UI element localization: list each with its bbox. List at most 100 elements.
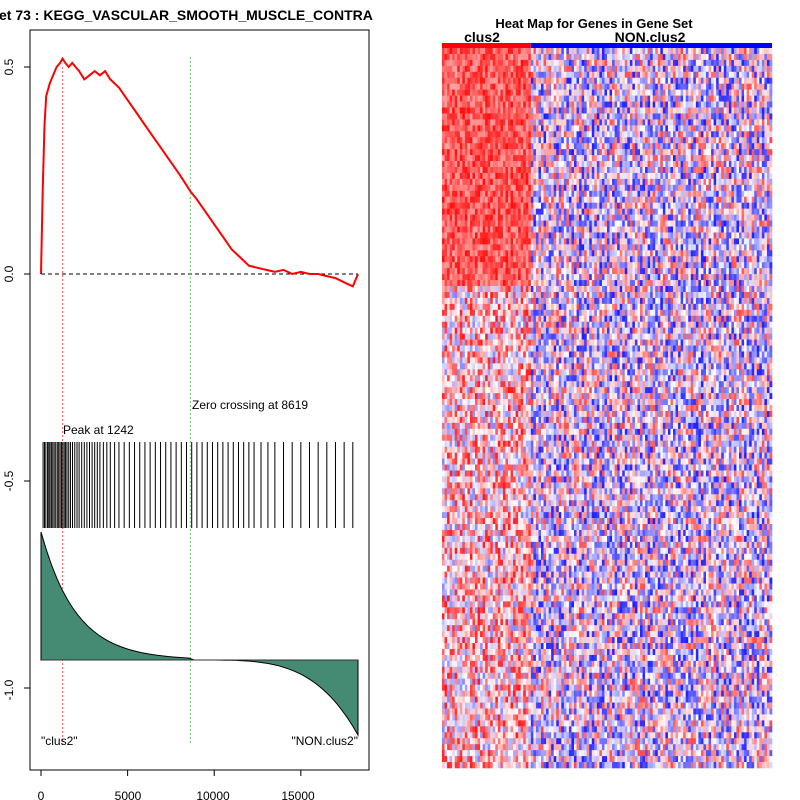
heatmap-cell — [492, 65, 496, 73]
heatmap-cell — [475, 65, 478, 73]
heatmap-cell — [713, 208, 717, 215]
heatmap-cell — [462, 238, 466, 245]
heatmap-cell — [457, 196, 461, 204]
heatmap-cell — [647, 107, 651, 114]
heatmap-cell — [690, 178, 694, 186]
heatmap-cell — [447, 48, 450, 55]
heatmap-cell — [675, 226, 679, 233]
heatmap-cell — [574, 256, 577, 263]
heatmap-cell — [528, 143, 532, 150]
heatmap-cell — [751, 262, 755, 269]
heatmap-cell — [713, 107, 717, 114]
heatmap-cell — [728, 149, 732, 156]
heatmap-cell — [617, 131, 620, 138]
heatmap-cell — [721, 107, 725, 114]
heatmap-cell — [766, 83, 770, 90]
heatmap-cell — [650, 167, 653, 174]
heatmap-cell — [508, 220, 511, 227]
heatmap-cell — [713, 262, 717, 269]
heatmap-cell — [546, 89, 549, 96]
heatmap-cell — [627, 238, 631, 245]
heatmap-cell — [561, 113, 565, 120]
heatmap-cell — [480, 190, 483, 198]
heatmap-cell — [469, 101, 473, 108]
heatmap-cell — [627, 101, 631, 108]
heatmap-cell — [721, 89, 725, 96]
heatmap-cell — [766, 119, 770, 126]
heatmap-cell — [690, 119, 694, 126]
heatmap-cell — [645, 220, 648, 227]
heatmap-cell — [713, 172, 717, 180]
heatmap-cell — [548, 83, 552, 90]
heatmap-cell — [683, 184, 686, 192]
heatmap-cell — [480, 77, 483, 84]
heatmap-cell — [556, 268, 560, 275]
heatmap-cell — [449, 101, 453, 108]
heatmap-cell — [607, 262, 610, 269]
heatmap-cell — [571, 155, 575, 162]
heatmap-cell — [744, 161, 747, 168]
heatmap-cell — [442, 143, 445, 150]
heatmap-cell — [523, 238, 527, 245]
heatmap-cell — [741, 48, 745, 55]
heatmap-cell — [667, 59, 671, 67]
heatmap-cell — [604, 143, 608, 150]
heatmap-cell — [670, 238, 674, 245]
heatmap-cell — [558, 244, 562, 251]
heatmap-cell — [622, 172, 626, 180]
heatmap-cell — [485, 131, 488, 138]
heatmap-cell — [617, 89, 620, 96]
heatmap-cell — [711, 226, 714, 233]
heatmap-cell — [513, 220, 516, 227]
heatmap-cell — [670, 143, 674, 150]
heatmap-cell — [662, 238, 666, 245]
heatmap-cell — [612, 190, 615, 198]
heatmap-cell — [619, 202, 623, 209]
heatmap-cell — [508, 59, 511, 67]
heatmap-cell — [632, 119, 636, 126]
heatmap-cell — [662, 131, 666, 138]
heatmap-cell — [629, 125, 633, 132]
heatmap-cell — [528, 226, 532, 233]
heatmap-cell — [749, 143, 752, 150]
heatmap-cell — [619, 83, 623, 90]
heatmap-cell — [485, 172, 488, 180]
heatmap-cell — [480, 262, 483, 269]
heatmap-cell — [541, 262, 544, 269]
heatmap-cell — [640, 101, 643, 108]
heatmap-cell — [766, 65, 770, 73]
heatmap-cell — [612, 48, 615, 55]
heatmap-cell — [726, 178, 730, 186]
heatmap-cell — [444, 172, 448, 180]
heatmap-cell — [640, 244, 643, 251]
heatmap-cell — [619, 131, 623, 138]
heatmap-cell — [721, 77, 725, 84]
heatmap-cell — [716, 131, 719, 138]
heatmap-cell — [452, 220, 455, 227]
heatmap-cell — [599, 149, 603, 156]
heatmap-cell — [495, 101, 499, 108]
heatmap-cell — [754, 220, 758, 227]
heatmap-cell — [541, 77, 544, 84]
heatmap-cell — [637, 53, 641, 61]
heatmap-cell — [612, 161, 615, 168]
heatmap-cell — [586, 119, 590, 126]
heatmap-cell — [706, 196, 709, 204]
heatmap-cell — [508, 161, 511, 168]
heatmap-cell — [647, 167, 651, 174]
heatmap-cell — [584, 220, 587, 227]
heatmap-cell — [660, 244, 664, 251]
heatmap-cell — [660, 65, 664, 73]
heatmap-cell — [601, 208, 605, 215]
heatmap-cell — [558, 256, 562, 263]
heatmap-cell — [543, 256, 547, 263]
heatmap-cell — [741, 119, 745, 126]
heatmap-cell — [508, 226, 511, 233]
heatmap-cell — [442, 149, 445, 156]
heatmap-cell — [535, 167, 539, 174]
heatmap-cell — [472, 95, 476, 102]
heatmap-cell — [449, 196, 453, 204]
heatmap-cell — [667, 149, 671, 156]
heatmap-cell — [708, 161, 712, 168]
heatmap-cell — [449, 107, 453, 114]
